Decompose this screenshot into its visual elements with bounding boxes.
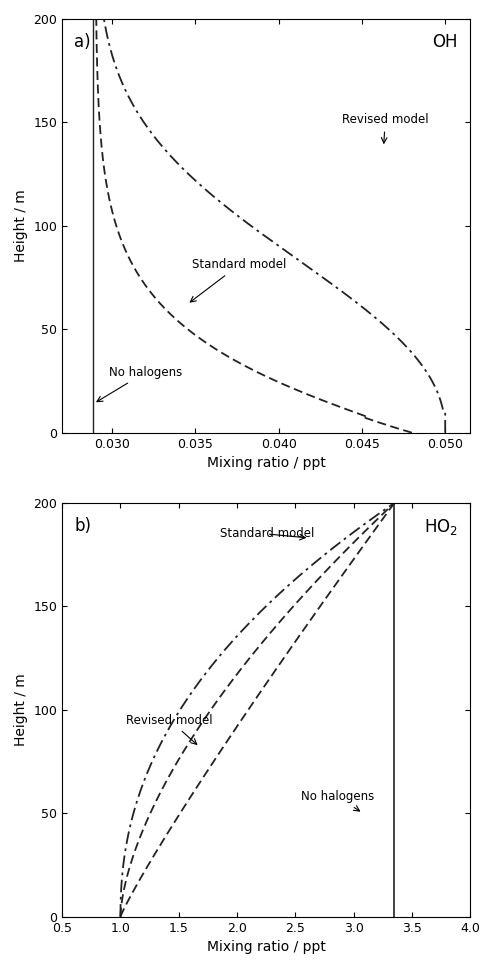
- Y-axis label: Height / m: Height / m: [14, 190, 28, 262]
- Text: Standard model: Standard model: [219, 528, 314, 540]
- Text: No halogens: No halogens: [301, 790, 374, 811]
- Text: b): b): [75, 517, 91, 535]
- Text: Standard model: Standard model: [190, 258, 287, 302]
- Y-axis label: Height / m: Height / m: [14, 674, 28, 746]
- Text: OH: OH: [432, 33, 458, 51]
- X-axis label: Mixing ratio / ppt: Mixing ratio / ppt: [207, 940, 326, 954]
- X-axis label: Mixing ratio / ppt: Mixing ratio / ppt: [207, 456, 326, 470]
- Text: No halogens: No halogens: [97, 366, 182, 402]
- Text: Revised model: Revised model: [126, 713, 213, 744]
- Text: Revised model: Revised model: [342, 113, 429, 143]
- Text: a): a): [75, 33, 91, 51]
- Text: HO$_2$: HO$_2$: [424, 517, 458, 537]
